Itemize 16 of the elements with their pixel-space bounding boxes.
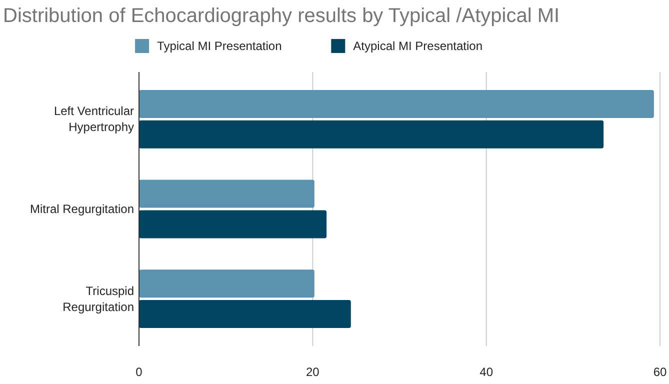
- y-tick-label: Mitral Regurgitation: [30, 202, 134, 216]
- bar: [139, 270, 314, 298]
- x-tick-label: 0: [136, 365, 143, 379]
- bar: [139, 300, 351, 328]
- y-tick-label: Tricuspid Regurgitation: [62, 284, 134, 314]
- bar: [139, 120, 604, 148]
- legend-label: Typical MI Presentation: [157, 39, 282, 53]
- x-tick-label: 60: [653, 365, 667, 379]
- y-tick-label: Left Ventricular Hypertrophy: [54, 104, 134, 134]
- bar: [139, 210, 327, 238]
- x-tick-label: 40: [480, 365, 494, 379]
- bar: [139, 180, 314, 208]
- bar: [139, 90, 654, 118]
- x-tick-label: 20: [306, 365, 320, 379]
- legend-label: Atypical MI Presentation: [353, 39, 483, 53]
- chart-title: Distribution of Echocardiography results by Typical /Atypical MI: [3, 5, 560, 27]
